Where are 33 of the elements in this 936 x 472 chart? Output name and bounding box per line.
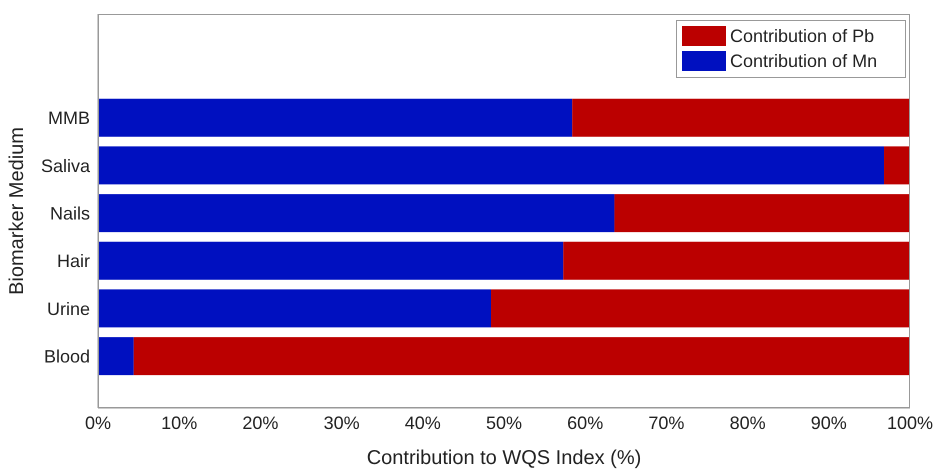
y-tick-label: Hair (56, 251, 90, 272)
bar (572, 98, 910, 137)
x-tick-label: 70% (648, 412, 684, 433)
x-tick-label: 100% (886, 412, 934, 433)
x-axis-title: Contribution to WQS Index (%) (366, 447, 642, 469)
bar (614, 194, 910, 232)
bar (98, 242, 564, 280)
x-tick-label: 60% (567, 412, 604, 433)
x-tick-label: 90% (810, 412, 847, 433)
x-tick-label: 0% (84, 412, 112, 433)
y-tick-label: MMB (48, 108, 90, 128)
x-tick-label: 80% (730, 412, 766, 433)
x-tick-label: 40% (404, 412, 441, 433)
y-tick-label: Saliva (40, 156, 91, 176)
y-tick-label: Nails (50, 204, 90, 224)
x-tick-label: 50% (486, 412, 522, 433)
y-axis-title: Biomarker Medium (6, 127, 28, 295)
legend-label: Contribution of Mn (730, 51, 878, 71)
y-tick-label: Blood (44, 346, 90, 367)
x-tick-label: 30% (324, 412, 360, 433)
bar (563, 242, 910, 280)
bar (134, 337, 910, 376)
bar (98, 146, 884, 184)
bar (884, 146, 910, 184)
x-tick-label: 10% (161, 412, 198, 433)
x-tick-label: 20% (242, 412, 278, 433)
bar (98, 194, 614, 232)
bar (491, 289, 910, 328)
bar (98, 337, 134, 376)
bar (98, 98, 572, 137)
y-tick-label: Urine (46, 298, 90, 319)
bar (98, 289, 492, 328)
legend-label: Contribution of Pb (730, 26, 874, 46)
